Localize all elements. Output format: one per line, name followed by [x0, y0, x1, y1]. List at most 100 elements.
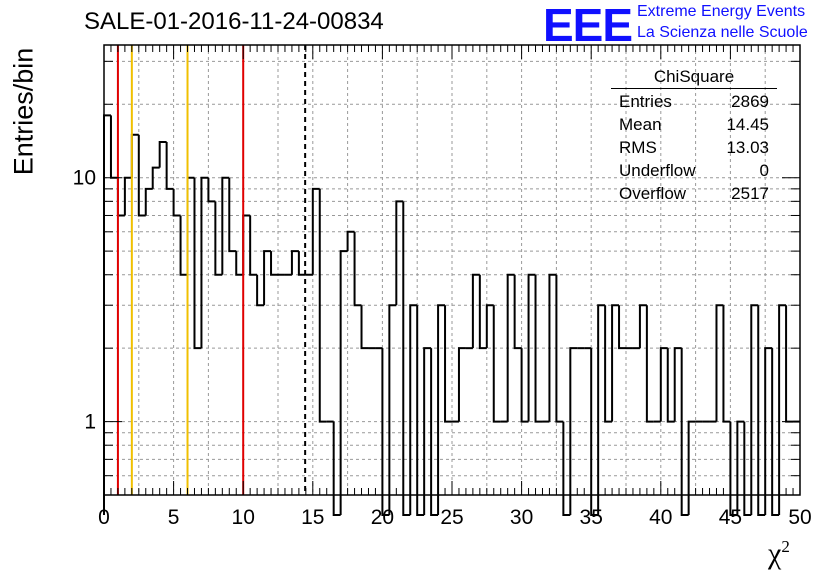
histogram-bin [492, 305, 501, 423]
histogram-bin [771, 348, 780, 516]
y-tick-label: 10 [73, 167, 96, 190]
histogram-bin [388, 304, 397, 515]
histogram-bin [764, 347, 773, 515]
histogram-bin [659, 347, 668, 422]
histogram-bin [513, 274, 522, 350]
reference-lines [116, 45, 307, 495]
histogram-bin [193, 177, 202, 350]
x-tick-label: 15 [301, 506, 324, 529]
stats-value: 13.03 [726, 138, 769, 157]
x-tick-label: 30 [510, 506, 533, 529]
stats-label: RMS [619, 138, 657, 157]
histogram-bin [485, 304, 494, 349]
histogram-bin [137, 134, 146, 217]
stats-value: 0 [759, 161, 769, 180]
histogram-bin [562, 421, 571, 516]
histogram-bin [172, 188, 181, 217]
stats-label: Underflow [619, 161, 696, 180]
x-tick-label: 20 [371, 506, 394, 529]
histogram-bin [611, 304, 620, 422]
stats-value: 2517 [731, 184, 769, 203]
axis-ticks [103, 45, 801, 496]
histogram-bin [123, 176, 132, 216]
histogram-bin [270, 251, 278, 276]
histogram-bin [235, 251, 244, 276]
x-tick-label: 40 [649, 506, 672, 529]
histogram-bin [729, 421, 738, 516]
histogram-bin [743, 421, 752, 516]
histogram-bin [722, 305, 731, 423]
histogram-bin [416, 305, 425, 516]
histogram-bin [673, 347, 682, 422]
histogram-bin [534, 274, 543, 423]
histogram-bin [757, 305, 766, 516]
histogram-bin [381, 348, 390, 516]
histogram-bin [430, 348, 439, 516]
x-tick-label: 0 [98, 506, 110, 529]
histogram-bin [395, 200, 404, 306]
histogram-bin [478, 274, 487, 350]
x-axis-label-base: χ [768, 537, 782, 570]
histogram-bin [360, 305, 369, 350]
histogram-bin [214, 201, 223, 276]
x-tick-label: 25 [440, 506, 463, 529]
histogram-bin [242, 214, 251, 275]
histogram-bin [471, 273, 480, 349]
x-tick-label: 35 [580, 506, 603, 529]
histogram-bin [597, 304, 606, 515]
stats-label: Overflow [619, 184, 687, 203]
histogram-bin [109, 115, 118, 179]
histogram-bin [130, 133, 139, 178]
histogram-bin [103, 114, 111, 515]
histogram-bin [638, 304, 647, 349]
histogram-bin [151, 166, 160, 189]
histogram-bin [444, 305, 452, 423]
tick-labels: 0 5 10 15 20 25 30 35 40 45 50 1 10 [73, 167, 812, 529]
histogram-bin [687, 420, 696, 515]
stats-title: ChiSquare [611, 67, 777, 89]
histogram-bin [645, 305, 654, 423]
stats-row-underflow: Underflow 0 [611, 159, 777, 182]
histogram-bin [569, 347, 578, 515]
logo-line-1: Extreme Energy Events [637, 3, 806, 20]
histogram-bin [409, 304, 418, 515]
histogram-bin [165, 142, 174, 190]
stats-label: Mean [619, 115, 662, 134]
stats-row-rms: RMS 13.03 [611, 136, 777, 159]
histogram-bin [666, 348, 675, 423]
y-axis-label: Entries/bin [8, 47, 39, 176]
stats-value: 2869 [731, 92, 769, 111]
histogram-bin [116, 177, 125, 217]
histogram-bin [590, 348, 599, 516]
histogram-bin [221, 176, 230, 275]
histogram-bin [555, 274, 564, 423]
histogram-bin [778, 304, 787, 515]
histogram-bin [715, 304, 724, 422]
stats-row-overflow: Overflow 2517 [611, 182, 777, 205]
histogram-bin [520, 348, 529, 423]
histogram-bin [256, 274, 265, 307]
stats-label: Entries [619, 92, 672, 111]
histogram-bin [618, 305, 626, 350]
histogram-bin [353, 231, 362, 307]
stats-value: 14.45 [726, 115, 769, 134]
histogram-bin [437, 304, 446, 515]
histogram-bin [339, 250, 348, 515]
histogram-bin [785, 305, 794, 423]
histogram-bin [290, 250, 299, 275]
histogram-bin [402, 201, 411, 516]
x-tick-label: 45 [719, 506, 742, 529]
histogram-bin [200, 176, 209, 349]
histogram-bin [604, 305, 613, 423]
histogram-bin [548, 273, 557, 422]
x-axis-label-sup: 2 [781, 537, 790, 556]
histogram-bin [263, 250, 272, 306]
histogram-bin [186, 176, 195, 275]
histogram-bin [750, 304, 759, 515]
histogram-bin [207, 177, 216, 203]
histogram-bin [144, 187, 153, 216]
histogram-bin [179, 215, 188, 276]
histogram-bin [158, 141, 167, 168]
chart-title: SALE-01-2016-11-24-00834 [84, 8, 384, 35]
